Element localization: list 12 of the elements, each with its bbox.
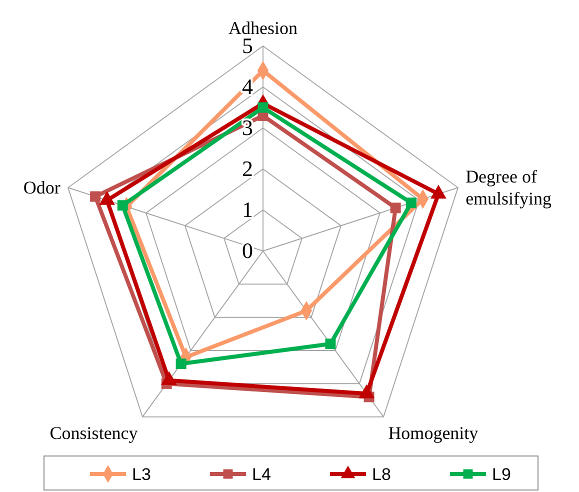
spoke-label: Odor	[23, 178, 60, 198]
legend-label: L9	[492, 465, 511, 484]
spoke-label: Consistency	[50, 422, 138, 443]
y-tick-label: 2	[242, 156, 253, 181]
legend-label: L8	[372, 465, 391, 484]
y-tick-label: 4	[242, 74, 253, 99]
spoke-label: Degree of emulsifying	[466, 166, 552, 209]
legend-label: L4	[252, 465, 271, 484]
legend-label: L3	[132, 465, 151, 484]
y-tick-label: 1	[242, 197, 253, 222]
spoke-label: Homogenity	[388, 422, 478, 443]
y-tick-label: 0	[242, 238, 253, 263]
